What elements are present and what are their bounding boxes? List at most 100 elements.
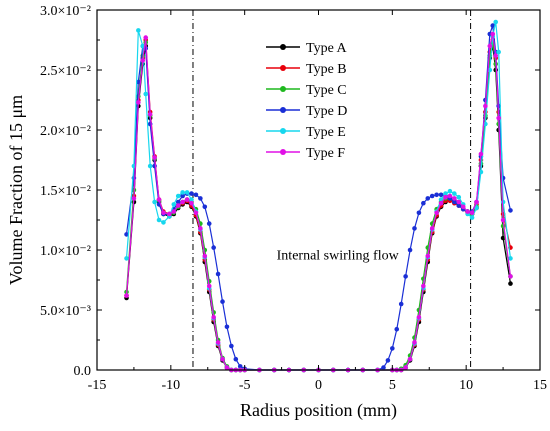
y-tick-label: 0.0 [74,364,92,379]
data-point [508,208,513,213]
data-point [508,274,513,279]
data-point [425,196,431,201]
data-point [175,193,181,199]
data-point [189,197,194,202]
legend-label: Type C [306,83,347,98]
data-point [438,200,444,206]
legend-label: Type F [306,146,345,161]
data-point [202,204,208,210]
x-tick-label: 0 [315,378,322,393]
data-point [136,100,141,105]
data-point [156,217,162,223]
data-point [385,358,391,363]
data-point [443,194,448,200]
y-tick-label: 1.0×10⁻² [40,244,91,259]
data-point [237,364,243,369]
data-point [152,199,157,205]
data-point [490,31,496,37]
data-point [184,190,190,195]
data-point [202,253,208,259]
data-point [452,199,457,205]
data-point [147,163,153,169]
legend-item: Type E [266,125,346,140]
y-tick-label: 1.5×10⁻² [40,184,91,199]
legend-marker [280,44,286,50]
data-point [493,19,499,25]
data-point [438,192,444,198]
data-point [469,215,475,220]
y-tick-label: 2.0×10⁻² [40,124,91,139]
x-axis-ticks: -15 -10 -5 0 5 10 15 [88,10,547,393]
data-point [390,346,395,351]
data-point [156,197,162,202]
data-point [412,226,417,231]
legend-label: Type D [306,104,347,119]
data-point [140,58,146,63]
data-point [490,23,496,28]
legend: Type A Type B Type C Type D Type E Type F [266,41,348,161]
legend-marker [280,128,286,134]
x-tick-label: 15 [533,378,547,393]
data-point [206,221,212,226]
data-point [452,196,457,201]
data-point [443,191,448,196]
data-point [456,194,462,200]
data-point [447,188,453,194]
data-point [500,217,506,223]
data-point [493,53,499,58]
data-point [478,151,484,157]
data-point [193,210,199,216]
data-point [403,365,408,370]
data-point [381,365,386,370]
data-point [429,226,435,231]
y-tick-label: 2.5×10⁻² [40,64,91,79]
y-tick-label: 5.0×10⁻³ [40,304,91,319]
legend-label: Type B [306,62,347,77]
data-point [416,314,422,320]
y-axis-ticks: 0.0 5.0×10⁻³ 1.0×10⁻² 1.5×10⁻² 2.0×10⁻² 2.5×1… [40,4,540,379]
data-point [407,356,413,362]
legend-item: Type B [266,62,347,77]
data-point [233,356,239,362]
data-point [220,356,225,362]
data-point [224,324,230,330]
data-point [474,205,479,211]
data-point [434,210,439,216]
data-point [456,203,462,208]
data-point [483,103,488,109]
data-point [184,197,190,202]
data-point [469,210,475,216]
data-point [211,245,216,250]
data-point [429,193,435,199]
legend-item: Type D [266,104,347,119]
legend-marker [280,86,286,92]
data-point [211,314,216,320]
data-point [421,200,426,206]
data-point [180,193,185,199]
data-point [124,232,129,237]
data-point [147,112,153,117]
data-point [224,365,230,370]
legend-label: Type E [306,125,346,140]
data-point [171,202,177,207]
data-point [407,247,413,253]
x-tick-label: 10 [459,378,473,393]
data-point [398,301,404,307]
legend-item: Type A [266,41,348,56]
data-point [220,299,225,304]
data-point [143,91,149,97]
data-point [452,191,457,196]
data-point [465,209,470,214]
x-tick-label: -10 [161,378,180,393]
data-point [460,204,466,210]
data-point [474,199,479,205]
data-point [161,220,166,225]
x-tick-label: 5 [389,378,396,393]
data-point [189,200,194,206]
data-point [136,28,141,33]
data-point [412,340,417,345]
data-point [189,191,194,196]
data-point [508,256,513,261]
annotations: Internal swirling flow [277,249,400,264]
